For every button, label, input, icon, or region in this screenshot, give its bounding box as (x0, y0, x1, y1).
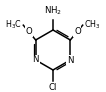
Text: NH$_2$: NH$_2$ (44, 5, 62, 17)
Text: H$_3$C: H$_3$C (5, 18, 22, 31)
Text: CH$_3$: CH$_3$ (84, 18, 101, 31)
Text: N: N (32, 55, 39, 64)
Text: O: O (25, 27, 32, 36)
Text: N: N (67, 55, 74, 64)
Text: O: O (74, 27, 81, 36)
Text: Cl: Cl (49, 83, 57, 92)
